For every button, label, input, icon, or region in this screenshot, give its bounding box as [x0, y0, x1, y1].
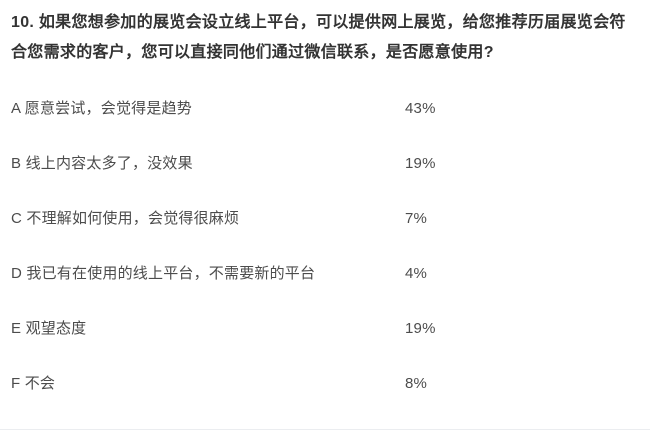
option-row-d: D 我已有在使用的线上平台，不需要新的平台 4% — [11, 264, 636, 319]
option-label: D 我已有在使用的线上平台，不需要新的平台 — [11, 265, 316, 282]
option-label: C 不理解如何使用，会觉得很麻烦 — [11, 210, 240, 227]
option-label: A 愿意尝试，会觉得是趋势 — [11, 100, 192, 117]
option-percent: 19% — [405, 155, 436, 172]
question-title: 10. 如果您想参加的展览会设立线上平台，可以提供网上展览，给您推荐历届展览会符… — [11, 14, 626, 61]
option-percent: 7% — [405, 210, 428, 227]
option-percent: 19% — [405, 320, 436, 337]
option-label: E 观望态度 — [11, 320, 87, 337]
option-percent: 4% — [405, 265, 428, 282]
option-row-c: C 不理解如何使用，会觉得很麻烦 7% — [11, 209, 636, 264]
option-label: F 不会 — [11, 375, 56, 392]
option-row-a: A 愿意尝试，会觉得是趋势 43% — [11, 99, 636, 154]
option-row-e: E 观望态度 19% — [11, 319, 636, 374]
option-label: B 线上内容太多了，没效果 — [11, 155, 193, 172]
options-list: A 愿意尝试，会觉得是趋势 43% B 线上内容太多了，没效果 19% C 不理… — [11, 99, 636, 429]
option-row-f: F 不会 8% — [11, 374, 636, 429]
bottom-divider — [0, 429, 650, 430]
option-row-b: B 线上内容太多了，没效果 19% — [11, 154, 636, 209]
option-percent: 43% — [405, 100, 436, 117]
option-percent: 8% — [405, 375, 428, 392]
